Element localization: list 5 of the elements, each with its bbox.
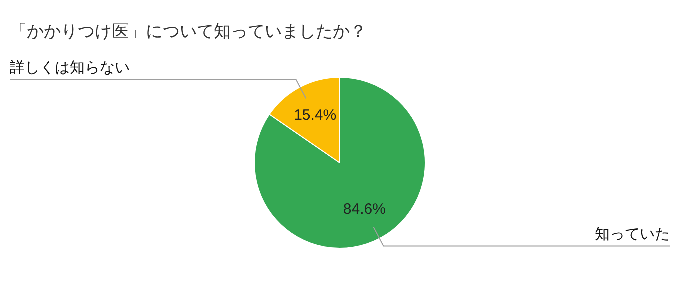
chart-title: 「かかりつけ医」について知っていましたか？ [10,21,367,43]
data-label: 84.6% [343,201,386,218]
data-label: 15.4% [294,107,337,124]
slice-label: 詳しくは知らない [10,59,130,76]
slice-label: 知っていた [595,226,670,243]
